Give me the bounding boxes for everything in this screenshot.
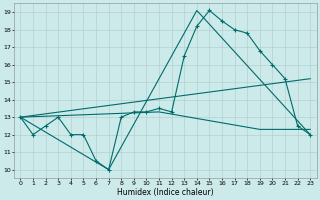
X-axis label: Humidex (Indice chaleur): Humidex (Indice chaleur) — [117, 188, 214, 197]
